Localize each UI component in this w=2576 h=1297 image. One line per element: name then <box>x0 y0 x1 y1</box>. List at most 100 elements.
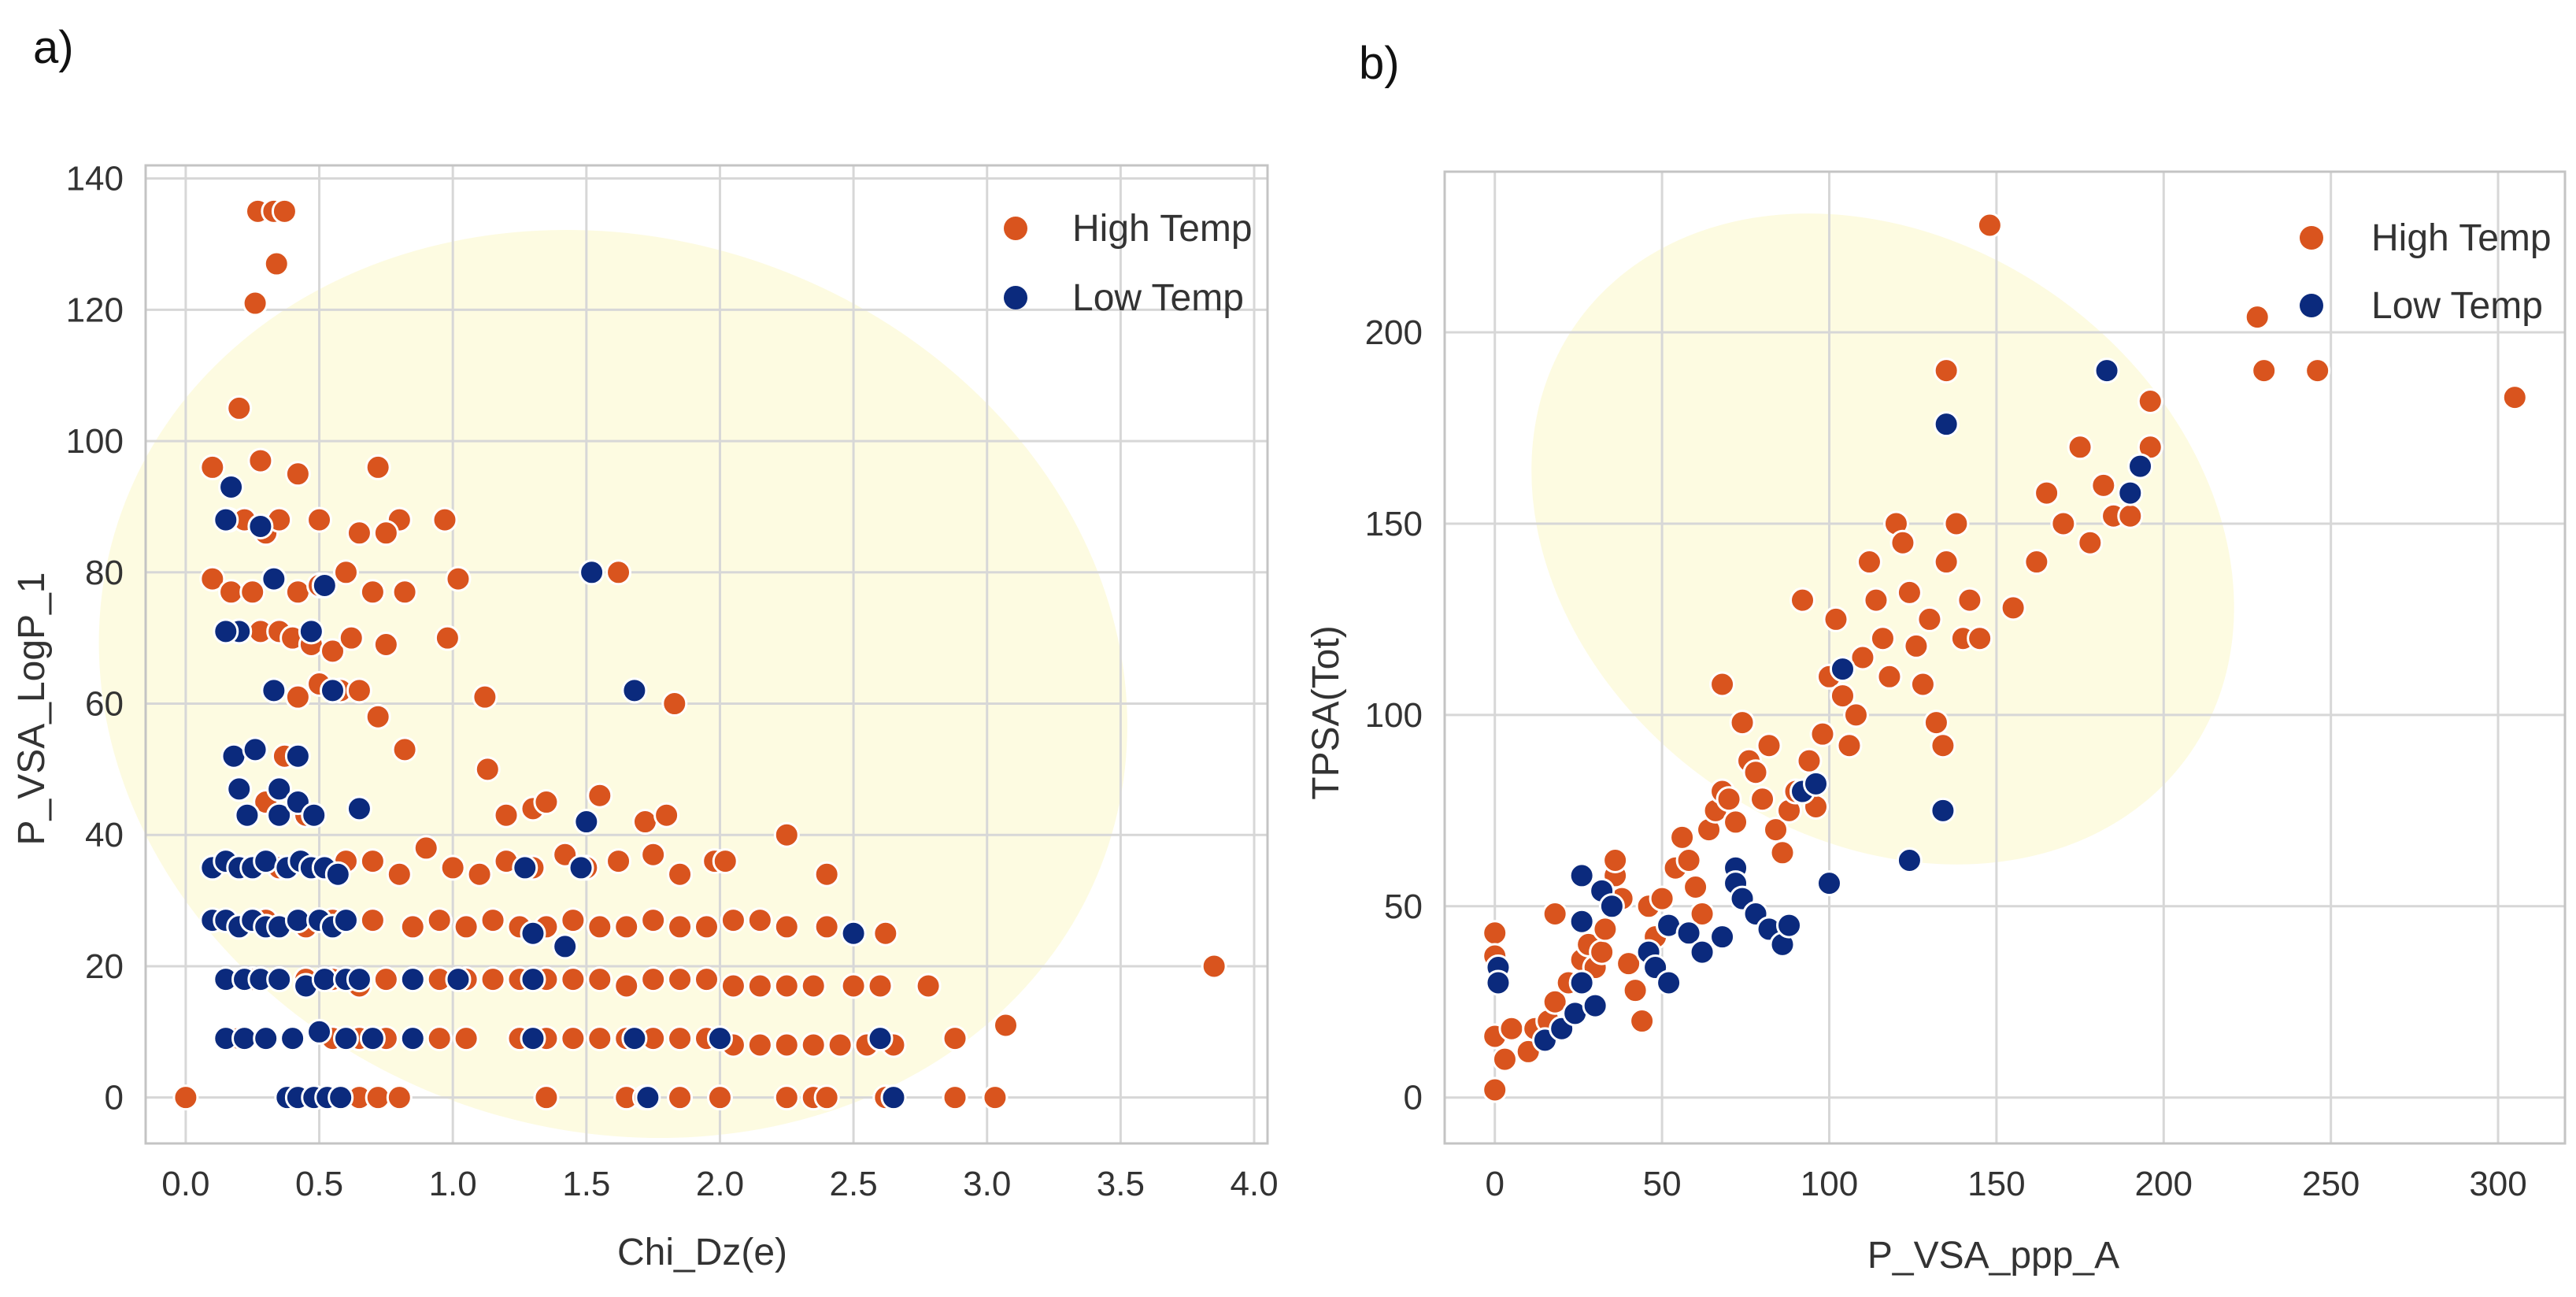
point-low-temp <box>346 795 372 822</box>
point-high-temp <box>1790 587 1816 613</box>
point-high-temp <box>1769 839 1796 866</box>
point-high-temp <box>1622 977 1649 1004</box>
y-tick-label: 80 <box>85 554 124 592</box>
point-high-temp <box>1933 358 1960 384</box>
point-high-temp <box>746 1032 773 1058</box>
point-high-temp <box>434 624 461 651</box>
x-tick-label: 150 <box>1967 1165 2025 1203</box>
point-high-temp <box>386 861 413 888</box>
point-high-temp <box>915 973 942 999</box>
point-high-temp <box>587 1025 613 1052</box>
point-low-temp <box>253 848 279 875</box>
point-high-temp <box>1796 747 1823 774</box>
point-high-temp <box>1682 873 1709 900</box>
point-high-temp <box>479 966 506 993</box>
point-low-temp <box>1803 770 1830 797</box>
point-high-temp <box>365 703 391 730</box>
legend-marker-high-temp <box>2300 226 2323 250</box>
x-axis-label: Chi_Dz(e) <box>617 1232 787 1273</box>
point-high-temp <box>587 913 613 940</box>
y-tick-label: 120 <box>66 291 124 329</box>
point-high-temp <box>1809 721 1836 747</box>
point-high-temp <box>1916 606 1943 632</box>
point-high-temp <box>1823 606 1849 632</box>
y-tick-label: 140 <box>66 160 124 198</box>
point-low-temp <box>1568 969 1595 996</box>
legend-label-low-temp: Low Temp <box>1072 277 1244 319</box>
point-high-temp <box>1616 951 1642 977</box>
point-high-temp <box>1829 683 1856 710</box>
y-tick-label: 100 <box>66 422 124 461</box>
point-low-temp <box>311 572 338 598</box>
point-low-temp <box>520 920 546 947</box>
point-high-temp <box>247 447 274 474</box>
point-high-temp <box>746 973 773 999</box>
x-tick-label: 4.0 <box>1230 1165 1278 1203</box>
point-high-temp <box>640 841 667 868</box>
point-high-temp <box>338 624 365 651</box>
point-low-temp <box>242 736 268 763</box>
point-high-temp <box>694 913 720 940</box>
x-tick-label: 250 <box>2302 1165 2359 1203</box>
point-high-temp <box>1896 579 1923 606</box>
point-low-temp <box>1896 847 1923 873</box>
x-tick-label: 200 <box>2135 1165 2193 1203</box>
point-low-temp <box>301 802 328 828</box>
point-low-temp <box>1776 912 1803 939</box>
point-low-temp <box>579 559 605 586</box>
point-low-temp <box>1689 939 1715 965</box>
point-low-temp <box>1656 969 1682 996</box>
point-low-temp <box>306 1018 333 1045</box>
x-tick-label: 1.0 <box>429 1165 477 1203</box>
point-high-temp <box>1863 587 1889 613</box>
point-high-temp <box>667 913 694 940</box>
y-tick-label: 0 <box>1404 1079 1423 1117</box>
point-low-temp <box>552 933 579 960</box>
x-tick-label: 300 <box>2469 1165 2526 1203</box>
point-low-temp <box>1568 862 1595 889</box>
point-high-temp <box>359 848 386 875</box>
point-high-temp <box>479 907 506 934</box>
point-low-temp <box>298 618 324 645</box>
point-high-temp <box>667 1084 694 1111</box>
point-high-temp <box>1602 847 1629 873</box>
point-high-temp <box>942 1084 968 1111</box>
legend-label-high-temp: High Temp <box>2371 217 2552 259</box>
point-low-temp <box>573 809 600 836</box>
point-high-temp <box>431 506 458 533</box>
highlight-ellipse <box>1531 213 2234 865</box>
point-low-temp <box>332 907 359 934</box>
panel-a-label: a) <box>33 22 74 73</box>
point-high-temp <box>587 966 613 993</box>
point-high-temp <box>1709 671 1736 698</box>
point-high-temp <box>453 1025 479 1052</box>
point-high-temp <box>346 520 372 547</box>
point-high-temp <box>218 579 245 606</box>
x-tick-label: 3.0 <box>963 1165 1011 1203</box>
point-high-temp <box>1967 625 1993 652</box>
point-high-temp <box>242 290 268 317</box>
point-low-temp <box>867 1025 894 1052</box>
point-high-temp <box>1749 786 1776 813</box>
y-tick-label: 100 <box>1365 696 1423 735</box>
point-high-temp <box>1889 529 1916 556</box>
point-high-temp <box>667 966 694 993</box>
point-high-temp <box>1742 759 1769 786</box>
point-high-temp <box>1943 510 1970 537</box>
point-low-temp <box>234 802 261 828</box>
point-high-temp <box>667 861 694 888</box>
point-low-temp <box>2127 453 2154 480</box>
point-high-temp <box>1482 920 1508 947</box>
y-tick-label: 50 <box>1384 888 1423 926</box>
point-high-temp <box>1909 671 1936 698</box>
point-high-temp <box>1482 1077 1508 1103</box>
point-high-temp <box>773 1084 800 1111</box>
highlight-ellipse <box>98 229 1127 1139</box>
point-low-temp <box>706 1025 733 1052</box>
point-high-temp <box>372 520 399 547</box>
point-high-temp <box>2067 434 2093 461</box>
point-low-temp <box>284 907 311 934</box>
point-high-temp <box>613 973 640 999</box>
point-high-temp <box>365 1084 391 1111</box>
point-high-temp <box>1933 549 1960 576</box>
